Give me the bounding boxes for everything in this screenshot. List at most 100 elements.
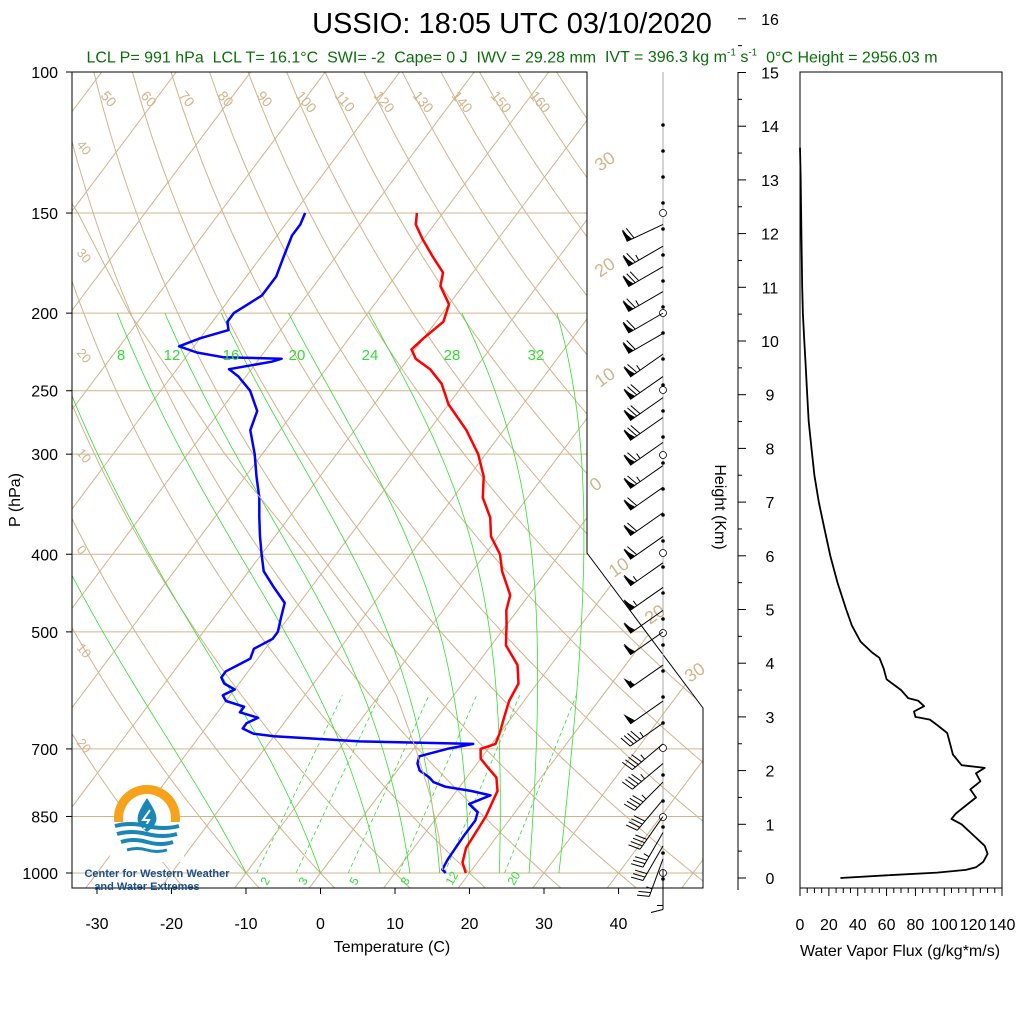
x-tick-label: -20 <box>160 916 183 933</box>
wind-level-circle <box>659 451 667 459</box>
wind-barb-icon <box>622 312 664 334</box>
logo-line1: Center for Western Weather <box>84 868 230 880</box>
wind-dot <box>661 617 665 621</box>
mixing-ratio-bottom-label: 8 <box>397 874 413 887</box>
mixing-ratio-line <box>504 695 577 874</box>
wind-dot <box>661 669 665 673</box>
wind-barb-icon <box>622 332 664 354</box>
wind-barb-icon <box>650 869 664 913</box>
barb-pennant <box>623 600 636 611</box>
isotherm-top-label: 70 <box>176 88 198 110</box>
flux-tick-label: 120 <box>960 917 987 934</box>
barb-shaft <box>629 512 664 537</box>
isotherm-top-label: 120 <box>371 88 398 116</box>
barb-flag <box>629 797 641 806</box>
wind-dot <box>661 825 665 829</box>
barb-shaft <box>632 743 664 771</box>
barb-pennant <box>623 500 636 511</box>
p-tick-label: 200 <box>31 306 58 323</box>
barb-flag <box>620 737 631 747</box>
flux-tick-label: 100 <box>931 917 958 934</box>
x-tick-label: 10 <box>386 916 404 933</box>
barb-pennant <box>623 623 636 634</box>
wind-barbs <box>620 72 667 913</box>
mixing-ratio-bottom-label: 20 <box>504 869 523 888</box>
wind-barb-icon <box>623 465 664 489</box>
dry-adiabat-line <box>286 72 703 888</box>
wind-dot <box>661 591 665 595</box>
dry-adiabat-line <box>72 72 337 888</box>
wind-barb-icon <box>623 535 664 560</box>
cape-value: Cape= 0 J <box>394 49 468 67</box>
height-tick-label: 3 <box>766 710 775 727</box>
height-tick-label: 10 <box>761 334 779 351</box>
barb-flag <box>626 273 636 284</box>
mixing-ratio-bottom-label: 12 <box>442 869 461 888</box>
dry-adiabat-line <box>479 72 703 888</box>
wind-barb-icon <box>622 266 664 288</box>
barb-flag <box>628 844 641 850</box>
barb-flag <box>623 644 634 653</box>
dry-adiabat-line <box>170 72 703 888</box>
wind-barb-icon <box>623 353 664 378</box>
wind-barb-icon <box>623 664 664 689</box>
barb-flag <box>635 834 648 840</box>
mixing-ratio-top-label: 24 <box>362 347 379 364</box>
wind-barb-icon <box>625 799 664 831</box>
profiles <box>72 72 520 874</box>
isotherm-top-label: 90 <box>254 88 276 110</box>
wind-barb-icon <box>623 512 664 537</box>
barb-flag <box>623 622 634 632</box>
barb-shaft <box>632 763 664 790</box>
barb-flag <box>623 735 634 745</box>
barb-shaft <box>629 664 664 689</box>
barb-flag <box>627 546 638 556</box>
height-tick-label: 15 <box>761 66 779 83</box>
dry-adiabat-line <box>131 72 703 888</box>
barb-flag <box>636 894 650 897</box>
barb-pennant <box>623 678 636 688</box>
mixing-ratio-bottom-label: 3 <box>295 874 311 887</box>
wind-dot <box>661 851 665 855</box>
wind-dot <box>661 773 665 777</box>
barb-half-flag <box>639 731 644 738</box>
wind-barb-icon <box>623 700 664 725</box>
barb-shaft <box>629 441 664 466</box>
moist-adiabat-line <box>288 312 470 873</box>
height-tick-label: 9 <box>766 388 775 405</box>
height-tick-label: 6 <box>766 549 775 566</box>
isotherm-top-label: 160 <box>527 88 554 116</box>
barb-flag <box>633 815 646 822</box>
barb-flag <box>631 773 642 782</box>
isotherm-left-label: 30 <box>74 245 95 266</box>
barb-pennant <box>623 644 636 655</box>
barb-half-flag <box>640 754 645 760</box>
wind-dot <box>661 123 665 127</box>
barb-flag <box>627 452 638 462</box>
dry-adiabat-line <box>209 72 703 888</box>
x-axis-title: Temperature (C) <box>334 939 450 956</box>
barb-flag <box>628 821 641 828</box>
freezing-level: 0°C Height = 2956.03 m <box>766 49 938 67</box>
wind-barb-icon <box>628 816 664 850</box>
isotherm-top-label: 150 <box>488 88 515 116</box>
wind-barb-icon <box>623 609 664 634</box>
p-tick-label: 100 <box>31 65 58 82</box>
barb-half-flag <box>643 853 650 858</box>
barb-flag <box>629 271 640 282</box>
barb-shaft <box>629 465 664 489</box>
cw3e-logo: Center for Western Weather and Water Ext… <box>84 785 230 893</box>
wind-dot <box>661 383 665 387</box>
barb-shaft <box>629 486 664 511</box>
barb-flag <box>626 298 636 308</box>
barb-half-flag <box>636 476 641 482</box>
isotherm-right-label: 30 <box>591 147 619 175</box>
flux-axis-title: Water Vapor Flux (g/kg*m/s) <box>800 943 1000 960</box>
height-tick-label: 8 <box>766 441 775 458</box>
flux-tick-label: 80 <box>907 917 925 934</box>
mixing-ratio-bottom-label: 5 <box>346 874 362 887</box>
barb-shaft <box>628 332 664 354</box>
barb-half-flag <box>632 600 638 607</box>
barb-flag <box>630 405 641 415</box>
